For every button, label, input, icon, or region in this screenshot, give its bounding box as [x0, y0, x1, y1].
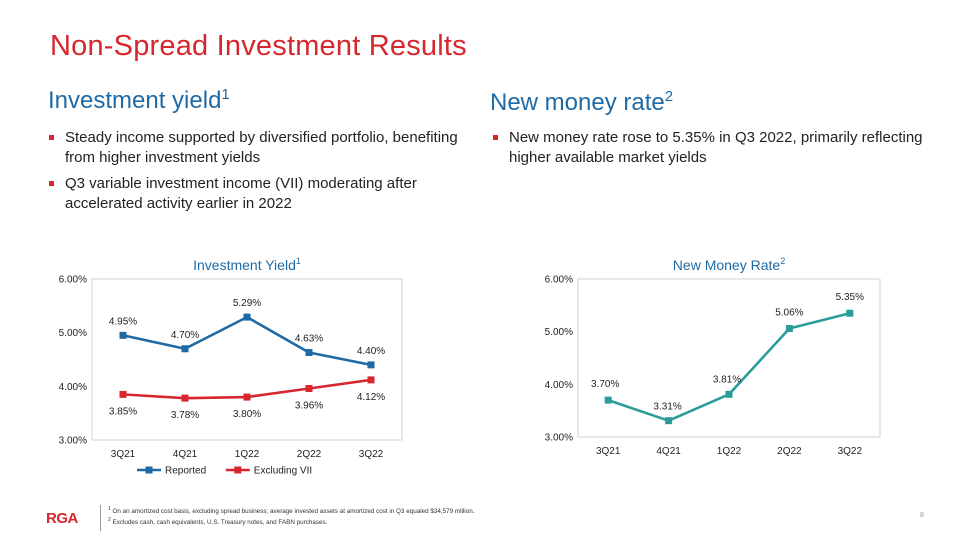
data-label: 4.95%	[109, 316, 137, 327]
x-tick-label: 4Q21	[173, 449, 198, 460]
data-label: 3.96%	[295, 400, 323, 411]
x-tick-label: 2Q22	[297, 449, 322, 460]
chart-title: Investment Yield1	[193, 256, 301, 273]
data-point	[119, 390, 127, 398]
new-money-rate-heading: New money rate2	[490, 88, 673, 117]
chart-title-sup: 2	[780, 256, 785, 266]
footnotes: 1 On an amortized cost basis, excluding …	[108, 505, 474, 527]
data-point	[305, 384, 313, 392]
bullet-item: New money rate rose to 5.35% in Q3 2022,…	[492, 128, 932, 168]
data-label: 3.31%	[653, 402, 681, 413]
chart-title-text: New Money Rate	[673, 257, 781, 273]
legend-marker	[234, 466, 242, 474]
data-label: 4.70%	[171, 330, 199, 341]
footnote-ref-2: 2	[664, 88, 674, 105]
data-label: 3.85%	[109, 406, 137, 417]
data-point	[725, 390, 733, 398]
data-label: 4.40%	[357, 346, 385, 357]
x-tick-label: 3Q22	[359, 449, 384, 460]
page-number: 8	[920, 512, 924, 519]
y-tick-label: 4.00%	[545, 380, 573, 391]
bullet-item: Steady income supported by diversified p…	[48, 128, 458, 168]
data-point	[367, 376, 375, 384]
footnote-2-marker: 2	[108, 517, 111, 524]
bullet-item: Q3 variable investment income (VII) mode…	[48, 174, 458, 214]
series-line	[607, 311, 851, 422]
data-point	[785, 325, 793, 333]
data-label: 5.35%	[836, 292, 864, 303]
data-label: 3.81%	[713, 374, 741, 385]
chart-title: New Money Rate2	[673, 256, 785, 273]
data-point	[181, 394, 189, 402]
footnote-1: 1 On an amortized cost basis, excluding …	[108, 505, 474, 516]
data-point	[243, 393, 251, 401]
legend-marker	[145, 466, 153, 474]
footnote-2-text: Excludes cash, cash equivalents, U.S. Tr…	[112, 519, 328, 527]
footnote-1-marker: 1	[108, 506, 111, 512]
data-label: 3.80%	[233, 409, 261, 420]
page-title: Non-Spread Investment Results	[50, 30, 467, 62]
data-label: 5.06%	[775, 308, 803, 319]
x-tick-label: 3Q21	[111, 449, 136, 460]
y-tick-label: 3.00%	[545, 433, 573, 444]
y-tick-label: 5.00%	[59, 328, 87, 339]
data-label: 5.29%	[233, 298, 261, 309]
data-label: 4.12%	[357, 392, 385, 403]
data-point	[367, 361, 375, 369]
footnote-2: 2 Excludes cash, cash equivalents, U.S. …	[108, 516, 474, 527]
plot-frame	[577, 278, 881, 438]
new-money-rate-bullets: New money rate rose to 5.35% in Q3 2022,…	[492, 128, 932, 174]
data-point	[305, 349, 313, 357]
y-tick-label: 5.00%	[545, 327, 573, 338]
footnote-1-text: On an amortized cost basis, excluding sp…	[112, 508, 475, 516]
chart-title-sup: 1	[296, 256, 301, 266]
data-label: 3.78%	[171, 410, 199, 421]
data-point	[846, 309, 854, 317]
y-tick-label: 6.00%	[545, 275, 573, 286]
data-point	[665, 417, 673, 425]
data-point	[181, 345, 189, 353]
investment-yield-heading-text: Investment yield	[48, 87, 222, 114]
plot-frame	[91, 278, 403, 441]
data-point	[119, 331, 127, 339]
x-tick-label: 1Q22	[717, 446, 742, 457]
legend-label: Reported	[165, 466, 206, 477]
x-tick-label: 1Q22	[235, 449, 260, 460]
y-tick-label: 3.00%	[59, 436, 87, 447]
footnote-ref-1: 1	[221, 86, 230, 103]
x-tick-label: 3Q22	[838, 446, 863, 457]
data-point	[604, 396, 612, 404]
series-line	[122, 315, 372, 367]
legend-label: Excluding VII	[254, 466, 312, 477]
chart-title-text: Investment Yield	[193, 257, 296, 273]
footer-divider	[100, 505, 101, 531]
data-label: 3.70%	[591, 379, 619, 390]
x-tick-label: 4Q21	[656, 446, 681, 457]
investment-yield-chart: Investment Yield1 3.00% 4.00% 5.00% 6.00% 3Q2…	[59, 256, 403, 477]
x-tick-label: 3Q21	[596, 446, 621, 457]
rga-logo: RGA	[46, 510, 78, 527]
new-money-rate-chart: New Money Rate2 3.00% 4.00% 5.00% 6.00% 3Q21 4…	[545, 256, 881, 457]
y-tick-label: 4.00%	[59, 382, 87, 393]
data-point	[243, 313, 251, 321]
data-label: 4.63%	[295, 334, 323, 345]
x-tick-label: 2Q22	[777, 446, 802, 457]
y-tick-label: 6.00%	[59, 275, 87, 286]
investment-yield-bullets: Steady income supported by diversified p…	[48, 128, 458, 220]
new-money-rate-heading-text: New money rate	[490, 89, 665, 116]
investment-yield-heading: Investment yield1	[48, 86, 230, 115]
